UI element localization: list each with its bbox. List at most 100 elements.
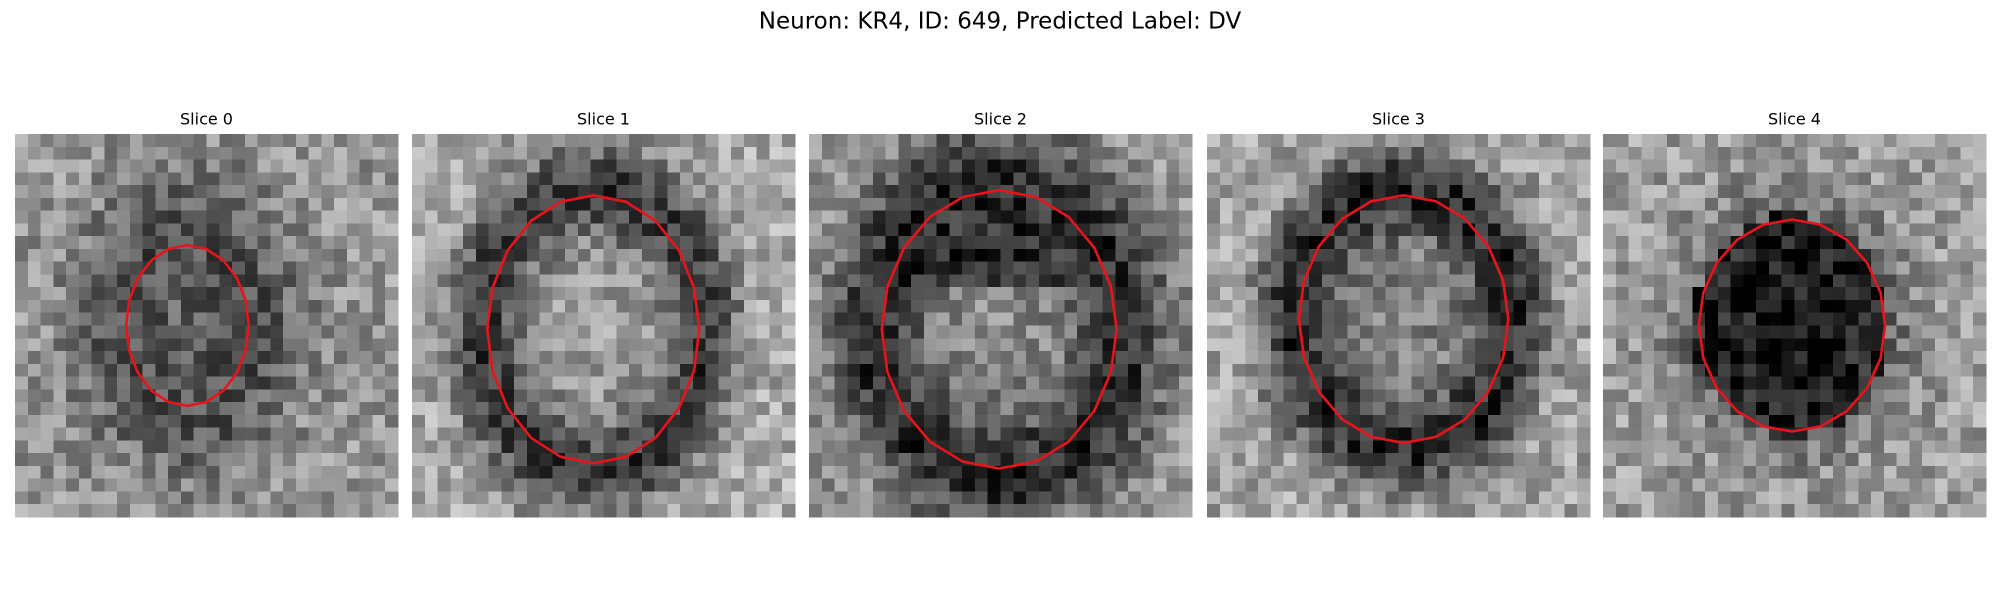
pixel bbox=[1026, 325, 1040, 339]
pixel bbox=[552, 376, 566, 390]
pixel bbox=[1577, 223, 1591, 237]
pixel bbox=[1615, 159, 1630, 173]
pixel bbox=[1807, 210, 1821, 224]
pixel bbox=[450, 236, 464, 250]
pixel bbox=[654, 248, 668, 263]
pixel bbox=[40, 453, 54, 467]
pixel bbox=[475, 440, 490, 454]
pixel bbox=[180, 504, 195, 518]
pixel bbox=[1475, 414, 1489, 429]
pixel bbox=[1153, 236, 1167, 250]
pixel bbox=[15, 274, 29, 288]
pixel bbox=[283, 338, 297, 352]
pixel bbox=[15, 134, 29, 148]
pixel bbox=[577, 351, 592, 365]
pixel bbox=[1679, 402, 1693, 416]
contour bbox=[880, 188, 1118, 470]
pixel bbox=[1564, 172, 1578, 186]
pixel bbox=[1705, 389, 1719, 403]
pixel bbox=[155, 491, 169, 505]
pixel bbox=[1347, 491, 1361, 505]
pixel bbox=[437, 134, 451, 148]
pixel bbox=[1475, 159, 1489, 173]
pixel bbox=[168, 325, 182, 339]
pixel bbox=[142, 236, 156, 250]
pixel bbox=[911, 325, 925, 339]
pixel bbox=[1245, 236, 1259, 250]
pixel bbox=[1679, 440, 1693, 454]
pixel bbox=[257, 312, 271, 326]
pixel bbox=[718, 223, 732, 237]
pixel bbox=[334, 504, 348, 518]
pixel bbox=[616, 325, 630, 339]
pixel bbox=[1768, 223, 1783, 237]
pixel bbox=[654, 299, 668, 314]
pixel bbox=[821, 287, 836, 301]
pixel bbox=[1717, 185, 1732, 199]
pixel bbox=[1845, 363, 1859, 378]
pixel bbox=[1219, 440, 1234, 454]
pixel bbox=[1411, 402, 1425, 416]
pixel bbox=[270, 338, 284, 352]
pixel bbox=[1000, 363, 1014, 378]
pixel bbox=[1077, 389, 1091, 403]
pixel bbox=[629, 351, 643, 365]
pixel bbox=[359, 299, 373, 314]
pixel bbox=[821, 159, 836, 173]
pixel bbox=[526, 414, 541, 429]
pixel bbox=[885, 287, 899, 301]
pixel bbox=[437, 210, 451, 224]
pixel bbox=[283, 312, 297, 326]
pixel bbox=[1538, 414, 1553, 429]
pixel bbox=[104, 134, 118, 148]
pixel bbox=[385, 287, 399, 301]
pixel bbox=[1564, 325, 1578, 339]
pixel bbox=[1283, 465, 1297, 480]
pixel bbox=[1321, 312, 1336, 326]
pixel bbox=[1179, 146, 1193, 161]
pixel bbox=[1128, 210, 1142, 224]
pixel bbox=[1781, 325, 1795, 339]
pixel bbox=[1449, 453, 1463, 467]
pixel bbox=[129, 402, 144, 416]
pixel bbox=[1140, 427, 1155, 441]
pixel bbox=[987, 351, 1001, 365]
pixel bbox=[1526, 427, 1540, 441]
pixel bbox=[603, 414, 617, 429]
pixel bbox=[1000, 504, 1014, 518]
pixel bbox=[1500, 504, 1514, 518]
pixel bbox=[1334, 453, 1348, 467]
pixel bbox=[1385, 261, 1399, 275]
pixel bbox=[437, 197, 451, 212]
pixel bbox=[180, 389, 195, 403]
pixel bbox=[1717, 146, 1732, 161]
pixel bbox=[1641, 134, 1655, 148]
pixel bbox=[1551, 172, 1565, 186]
pixel bbox=[117, 453, 131, 467]
pixel bbox=[1064, 504, 1078, 518]
pixel bbox=[962, 427, 976, 441]
pixel bbox=[1603, 491, 1617, 505]
pixel bbox=[27, 236, 42, 250]
pixel bbox=[1666, 325, 1681, 339]
pixel bbox=[962, 197, 976, 212]
pixel bbox=[616, 134, 630, 148]
pixel bbox=[1219, 312, 1234, 326]
pixel bbox=[552, 504, 566, 518]
pixel bbox=[1102, 414, 1116, 429]
pixel bbox=[603, 351, 617, 365]
pixel bbox=[1730, 376, 1744, 390]
pixel bbox=[372, 376, 386, 390]
pixel bbox=[1077, 427, 1091, 441]
pixel bbox=[219, 159, 233, 173]
pixel bbox=[872, 274, 887, 288]
pixel bbox=[692, 312, 707, 326]
pixel bbox=[15, 478, 29, 492]
pixel bbox=[1845, 478, 1859, 492]
pixel bbox=[1296, 299, 1310, 314]
contour bbox=[1697, 218, 1887, 433]
pixel bbox=[359, 453, 373, 467]
pixel bbox=[1551, 223, 1565, 237]
pixel bbox=[1947, 159, 1961, 173]
pixel bbox=[1781, 363, 1795, 378]
